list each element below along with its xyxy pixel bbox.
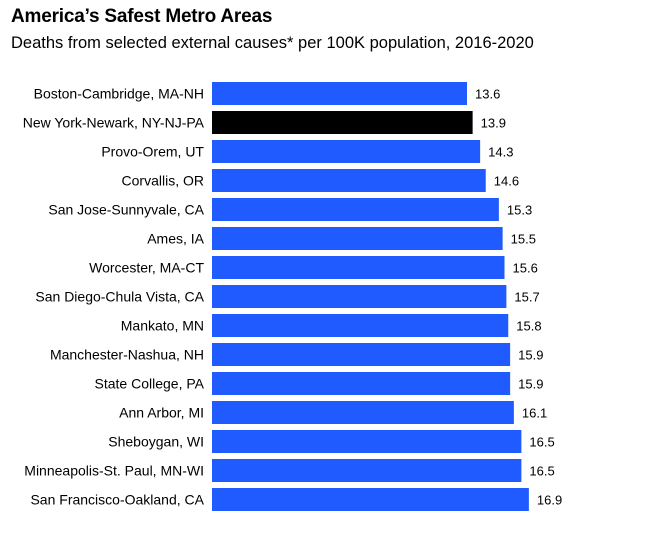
bar bbox=[212, 256, 505, 279]
bar bbox=[212, 343, 511, 366]
category-label: Sheboygan, WI bbox=[108, 434, 204, 450]
value-label: 15.8 bbox=[516, 319, 541, 334]
value-label: 16.9 bbox=[537, 493, 562, 508]
bar bbox=[212, 140, 481, 163]
category-label: Corvallis, OR bbox=[122, 173, 204, 189]
bar bbox=[212, 401, 514, 424]
value-label: 15.9 bbox=[518, 377, 543, 392]
category-label: Boston-Cambridge, MA-NH bbox=[34, 86, 204, 102]
value-label: 13.6 bbox=[475, 87, 500, 102]
bar bbox=[212, 430, 522, 453]
category-label: San Jose-Sunnyvale, CA bbox=[48, 202, 204, 218]
value-label: 16.1 bbox=[522, 406, 547, 421]
category-label: Minneapolis-St. Paul, MN-WI bbox=[24, 463, 204, 479]
value-label: 15.6 bbox=[513, 261, 538, 276]
bar bbox=[212, 227, 503, 250]
bar bbox=[212, 372, 511, 395]
value-label: 15.7 bbox=[514, 290, 539, 305]
bar bbox=[212, 314, 509, 337]
bar bbox=[212, 169, 486, 192]
category-label: San Francisco-Oakland, CA bbox=[30, 492, 204, 508]
category-label: State College, PA bbox=[95, 376, 205, 392]
category-label: Provo-Orem, UT bbox=[101, 144, 204, 160]
value-label: 16.5 bbox=[529, 464, 554, 479]
category-label: Mankato, MN bbox=[121, 318, 204, 334]
bar bbox=[212, 111, 473, 134]
value-label: 15.5 bbox=[511, 232, 536, 247]
value-label: 15.3 bbox=[507, 203, 532, 218]
value-label: 14.3 bbox=[488, 145, 513, 160]
category-label: Ann Arbor, MI bbox=[119, 405, 204, 421]
category-label: Manchester-Nashua, NH bbox=[50, 347, 204, 363]
value-label: 13.9 bbox=[481, 116, 506, 131]
value-label: 15.9 bbox=[518, 348, 543, 363]
value-label: 16.5 bbox=[529, 435, 554, 450]
chart-subtitle: Deaths from selected external causes* pe… bbox=[11, 34, 534, 52]
bar bbox=[212, 488, 529, 511]
value-label: 14.6 bbox=[494, 174, 519, 189]
bar bbox=[212, 285, 507, 308]
chart-title: America’s Safest Metro Areas bbox=[11, 6, 273, 27]
bar bbox=[212, 82, 467, 105]
category-label: New York-Newark, NY-NJ-PA bbox=[23, 115, 205, 131]
bar bbox=[212, 459, 522, 482]
category-label: Worcester, MA-CT bbox=[89, 260, 204, 276]
category-label: San Diego-Chula Vista, CA bbox=[35, 289, 204, 305]
bar bbox=[212, 198, 499, 221]
category-label: Ames, IA bbox=[147, 231, 204, 247]
